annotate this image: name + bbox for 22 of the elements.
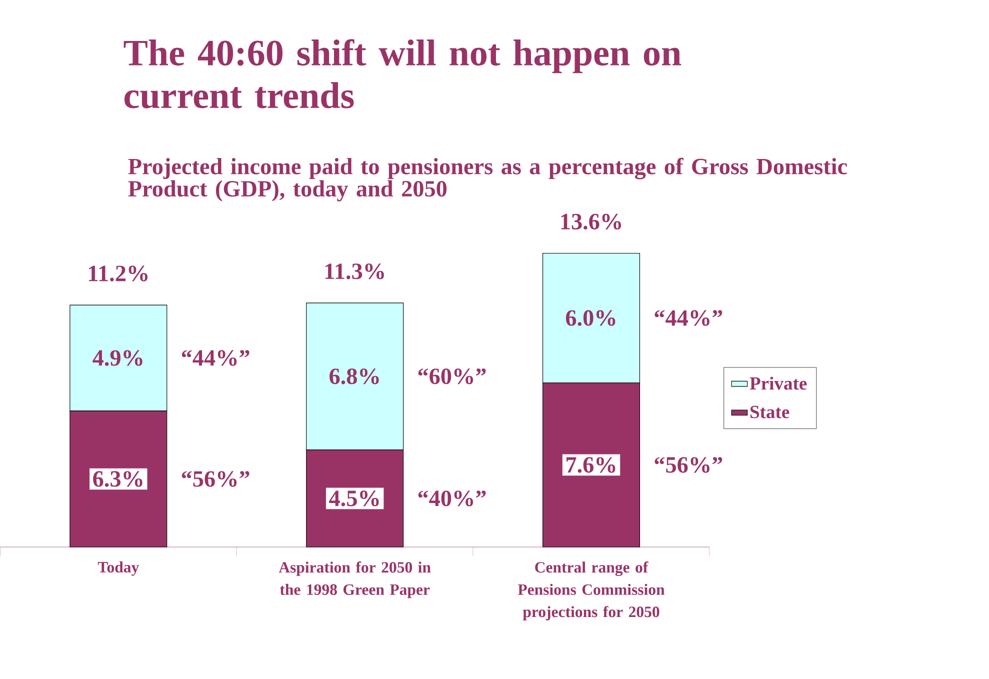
data-label: 7.6% [566, 457, 616, 473]
annotation: “56%” [182, 471, 250, 487]
x-tick-label: Aspiration for 2050 in the 1998 Green Paper [278, 562, 431, 598]
annotation: “44%” [182, 350, 250, 366]
total-label: 11.3% [325, 264, 384, 280]
total-label: 11.2% [89, 266, 148, 282]
annotation: “56%” [654, 457, 722, 473]
total-label: 13.6% [561, 214, 621, 230]
chart-subtitle: Projected income paid to pensioners as a percentage of Gross Domestic Product (GDP), today and 2050 [128, 158, 848, 202]
annotation: “44%” [654, 310, 722, 326]
annotation: “60%” [418, 368, 486, 384]
data-label: 6.8% [330, 368, 379, 384]
data-label: 4.9% [92, 350, 142, 366]
legend-label: Private [750, 376, 807, 390]
x-tick-label: Today [98, 562, 139, 576]
data-label: 6.3% [93, 471, 142, 488]
x-tick-label: Central range of Pensions Commission projections for 2050 [518, 562, 665, 621]
legend-label: State [750, 406, 790, 418]
annotation: “40%” [418, 490, 486, 506]
data-label: 6.0% [566, 310, 616, 326]
chart-title: The 40:60 shift will not happen on current trends [124, 39, 682, 108]
data-label: 4.5% [329, 490, 379, 506]
